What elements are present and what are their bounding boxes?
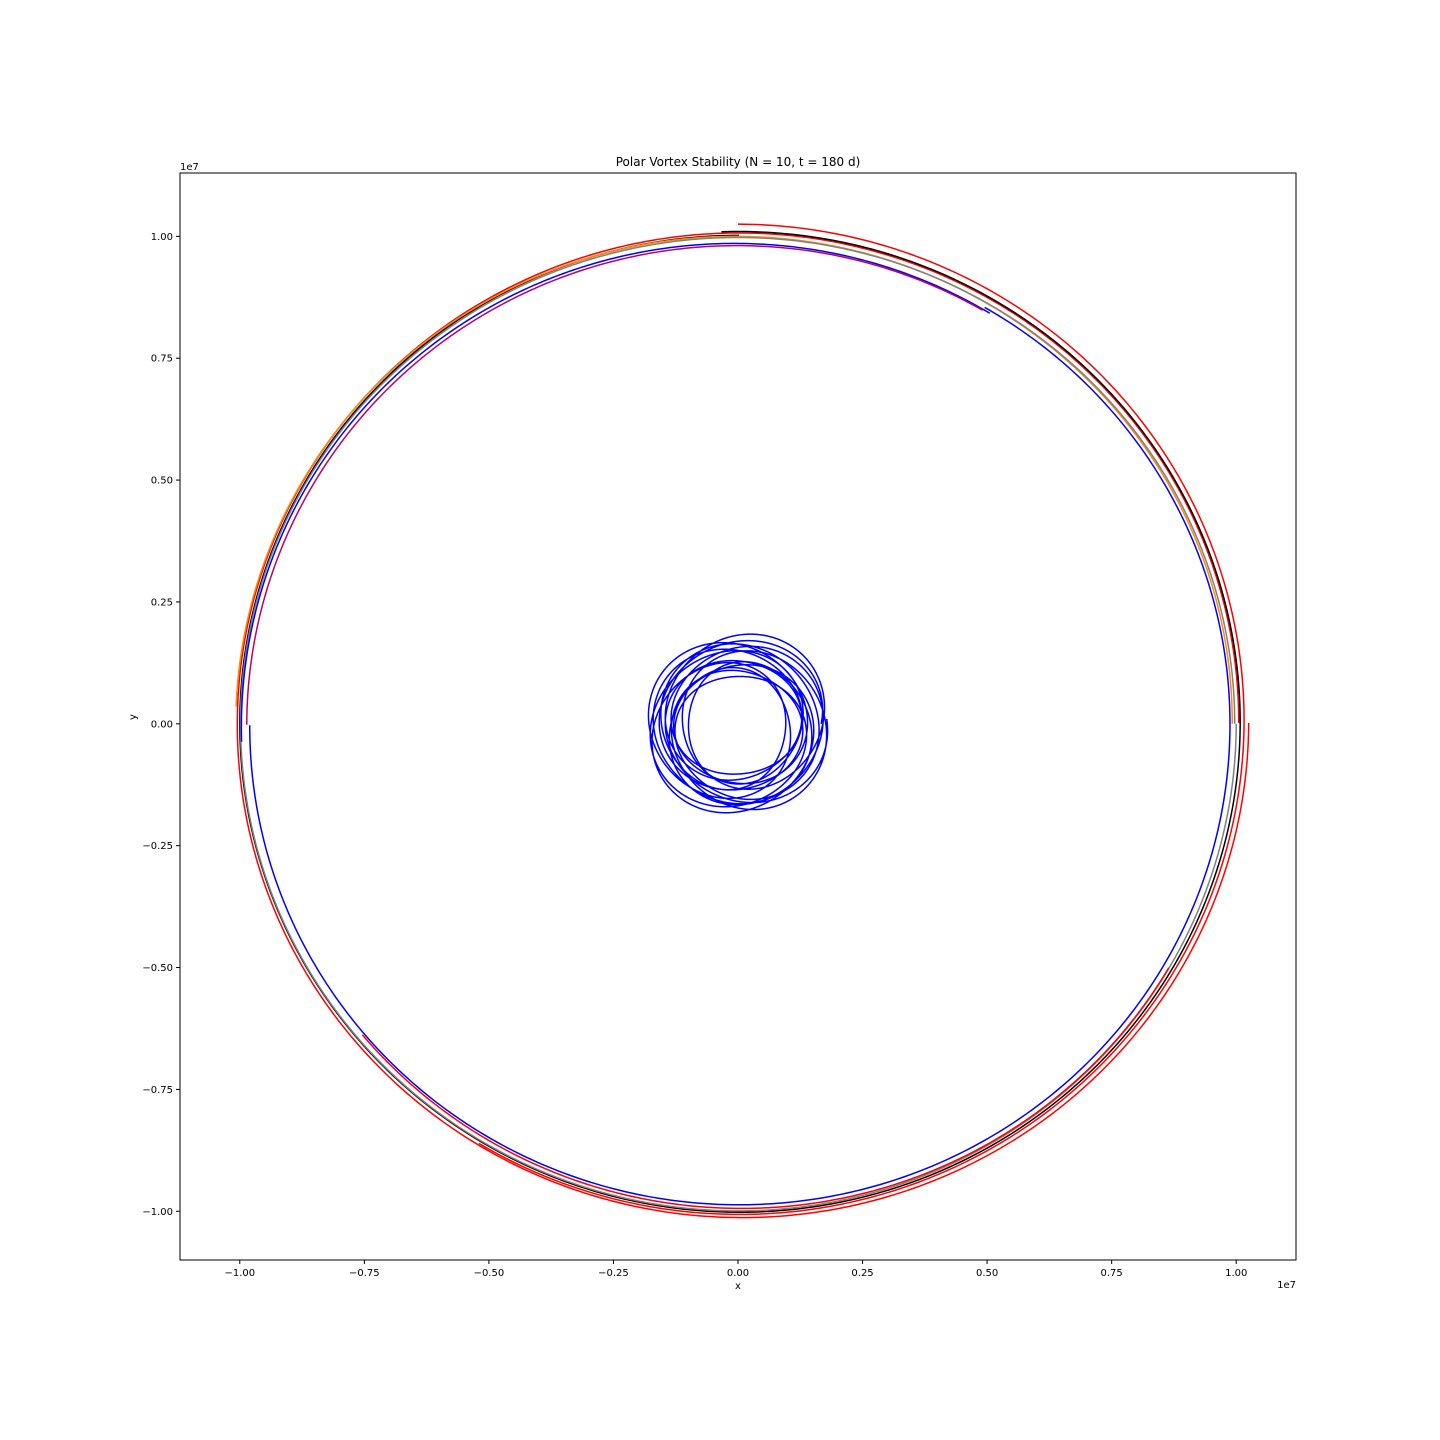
x-tick-label: 0.50 [976, 1268, 998, 1279]
x-tick-label: 1.00 [1225, 1268, 1247, 1279]
y-tick-label: −0.75 [142, 1085, 173, 1096]
x-tick-label: −0.75 [349, 1268, 380, 1279]
trajectory-line-5 [239, 236, 1237, 1212]
y-tick-label: −0.50 [142, 963, 173, 974]
trajectory-line-7 [249, 306, 1231, 1206]
x-tick-label: −0.50 [474, 1268, 505, 1279]
y-tick-label: −0.25 [142, 841, 173, 852]
x-offset-label: 1e7 [1277, 1280, 1296, 1291]
x-tick-label: −0.25 [598, 1268, 629, 1279]
trajectory-line-1 [478, 223, 1245, 1216]
y-tick-label: 0.50 [151, 476, 173, 487]
y-offset-label: 1e7 [180, 162, 199, 173]
trajectory-line-4 [235, 235, 1233, 724]
y-tick-label: 0.25 [151, 597, 173, 608]
y-tick-label: 1.00 [151, 232, 173, 243]
trajectory-line-10 [647, 633, 829, 814]
y-axis-label: y [128, 714, 139, 720]
x-tick-label: 0.00 [727, 1268, 749, 1279]
trajectory-line-8 [246, 244, 983, 725]
y-tick-label: 0.00 [151, 719, 173, 730]
x-tick-label: 0.75 [1101, 1268, 1123, 1279]
trajectory-line-6 [240, 242, 991, 742]
y-ticks: −1.00 −0.75 −0.50 −0.25 0.00 0.25 0.50 0.75 1.00 [142, 232, 180, 1218]
trajectory-line-3 [239, 230, 1241, 1213]
trajectory-line-9 [361, 967, 1170, 1210]
x-axis-label: x [735, 1281, 741, 1292]
y-tick-label: 0.75 [151, 354, 173, 365]
trajectory-line-2 [236, 232, 1250, 1219]
x-tick-label: −1.00 [224, 1268, 255, 1279]
series-layer [235, 223, 1250, 1219]
x-ticks: −1.00 −0.75 −0.50 −0.25 0.00 0.25 0.50 0.75 1.00 [224, 1260, 1247, 1279]
x-tick-label: 0.25 [851, 1268, 873, 1279]
chart-title: Polar Vortex Stability (N = 10, t = 180 … [616, 155, 861, 169]
y-tick-label: −1.00 [142, 1207, 173, 1218]
